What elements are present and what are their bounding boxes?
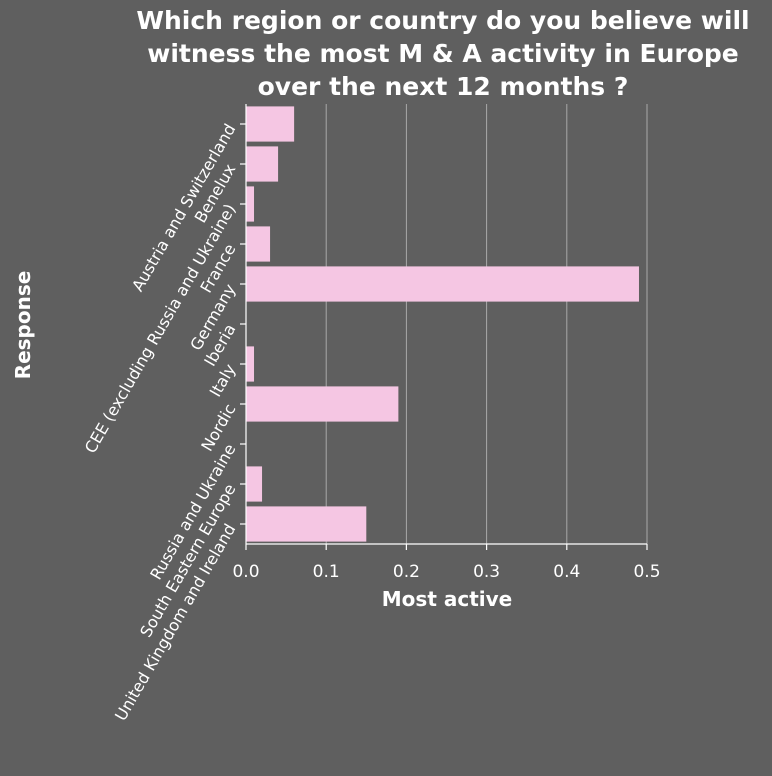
- bar: [246, 506, 367, 542]
- chart-title-line-3: over the next 12 months ?: [258, 72, 629, 101]
- x-tick-label: 0.5: [633, 562, 660, 582]
- chart-title-line-2: witness the most M & A activity in Europ…: [147, 39, 738, 68]
- bar: [246, 386, 399, 422]
- x-tick-label: 0.0: [232, 562, 259, 582]
- bar: [246, 346, 255, 382]
- x-axis-label: Most active: [382, 587, 512, 611]
- bar: [246, 146, 279, 182]
- x-tick-label: 0.4: [553, 562, 580, 582]
- x-tick-label: 0.1: [313, 562, 340, 582]
- bar: [246, 186, 255, 222]
- x-tick-label: 0.3: [473, 562, 500, 582]
- bar: [246, 106, 295, 142]
- bar: [246, 226, 271, 262]
- chart-title-line-1: Which region or country do you believe w…: [136, 6, 749, 35]
- bar: [246, 266, 639, 302]
- bar: [246, 466, 263, 502]
- x-tick-label: 0.2: [393, 562, 420, 582]
- y-axis-label: Response: [11, 271, 35, 380]
